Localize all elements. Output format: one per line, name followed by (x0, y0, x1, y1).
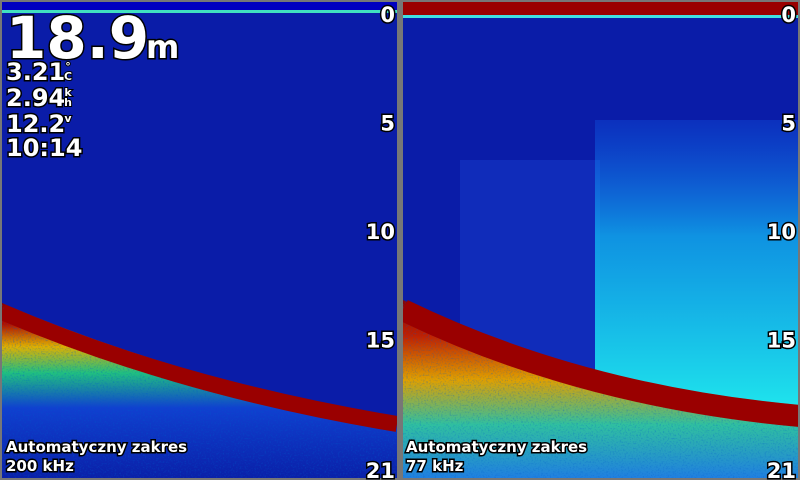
depth-label: 21 (767, 459, 796, 480)
clock: 10:14 (6, 134, 82, 162)
depth-value: 18.9 (6, 4, 149, 72)
sensor-unit: kh (62, 86, 75, 106)
depth-label: 15 (767, 329, 796, 353)
left-panel (2, 2, 397, 478)
depth-label: 21 (366, 459, 395, 480)
range-mode: Automatyczny zakres (406, 438, 587, 456)
depth-label: 10 (767, 220, 796, 244)
sensor-value: 12.2 (6, 110, 65, 138)
depth-label: 10 (366, 220, 395, 244)
depth-label: 5 (380, 112, 395, 136)
sensor-value: 3.21 (6, 58, 65, 86)
depth-label: 5 (781, 112, 796, 136)
depth-label: 15 (366, 329, 395, 353)
sensor-unit: v (62, 112, 75, 122)
depth-label: 0 (380, 3, 395, 27)
frequency: 77 kHz (406, 457, 464, 475)
range-mode: Automatyczny zakres (6, 438, 187, 456)
sensor-unit: °C (62, 60, 75, 80)
depth-unit: m (146, 28, 179, 66)
right-panel (403, 2, 798, 478)
frequency: 200 kHz (6, 457, 74, 475)
sensor-value: 2.94 (6, 84, 65, 112)
depth-label: 0 (781, 3, 796, 27)
